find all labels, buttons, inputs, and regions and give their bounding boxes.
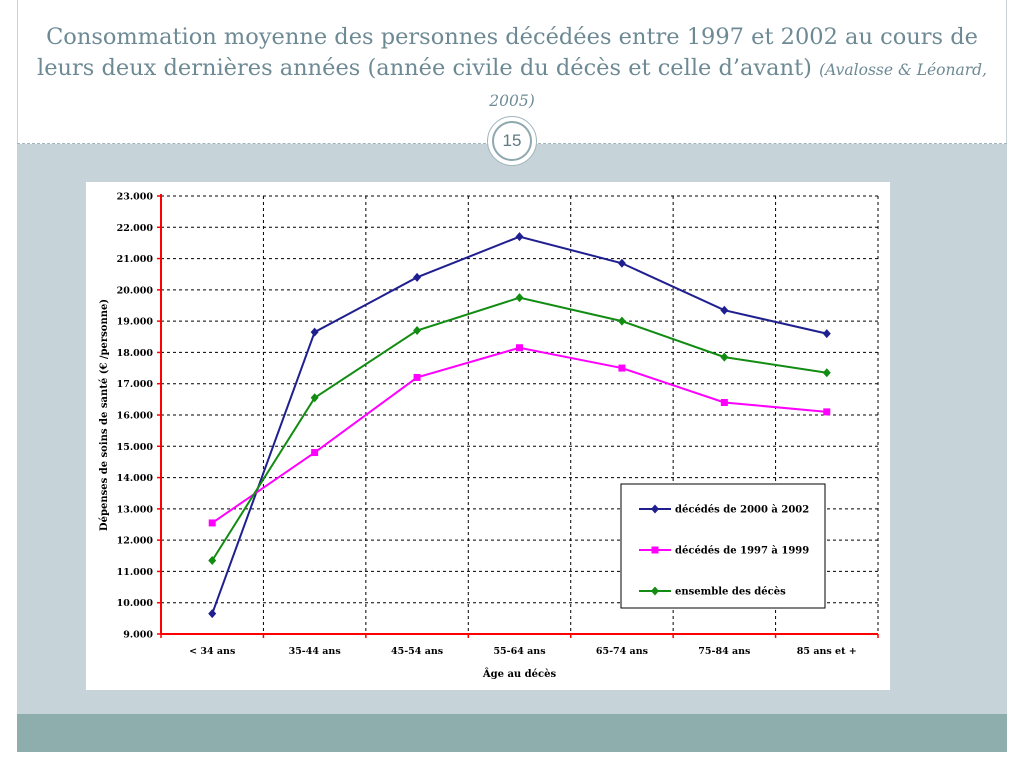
series-1-point xyxy=(413,272,422,282)
page-number: 15 xyxy=(492,121,532,161)
legend-label: décédés de 1997 à 1999 xyxy=(675,546,809,557)
series-2-point xyxy=(823,408,831,416)
series-2-point xyxy=(720,398,728,406)
y-tick-label: 23.000 xyxy=(117,192,154,203)
y-tick-label: 20.000 xyxy=(117,285,154,296)
x-tick-label: 75-84 ans xyxy=(698,646,750,657)
series-1-point xyxy=(720,305,729,315)
y-tick-label: 19.000 xyxy=(117,317,154,328)
y-axis-title: Dépenses de soins de santé (€ /personne) xyxy=(99,299,110,531)
x-tick-label: 55-64 ans xyxy=(493,646,545,657)
series-1-point xyxy=(822,329,831,339)
series-2-point xyxy=(208,519,216,527)
x-tick-label: 45-54 ans xyxy=(391,646,443,657)
chart-panel: 9.000 10.000 11.000 12.000 13.000 14.000 15.00… xyxy=(86,182,890,690)
x-tick-label: < 34 ans xyxy=(189,646,235,657)
series-3-point xyxy=(515,293,524,303)
x-tick-label: 65-74 ans xyxy=(596,646,648,657)
series-1-point xyxy=(515,232,524,242)
legend-swatch-marker xyxy=(651,546,659,554)
page-number-badge: 15 xyxy=(487,116,537,166)
y-tick-label: 10.000 xyxy=(117,598,154,609)
series-2-point xyxy=(413,373,421,381)
series-2-point xyxy=(516,344,523,352)
y-tick-label: 16.000 xyxy=(117,411,154,422)
slide-title-main: Consommation moyenne des personnes décéd… xyxy=(37,24,978,81)
series-3-point xyxy=(617,316,626,326)
series-1-point xyxy=(617,258,626,268)
y-tick-label: 21.000 xyxy=(117,254,154,265)
y-tick-label: 17.000 xyxy=(117,379,154,390)
series-1-point xyxy=(208,609,217,619)
y-tick-label: 11.000 xyxy=(117,567,154,578)
legend-label: décédés de 2000 à 2002 xyxy=(675,505,809,516)
y-tick-label: 9.000 xyxy=(123,630,153,641)
x-tick-label: 35-44 ans xyxy=(289,646,341,657)
y-tick-label: 14.000 xyxy=(117,473,154,484)
line-chart: 9.000 10.000 11.000 12.000 13.000 14.000 15.00… xyxy=(99,192,879,680)
slide-footer-band xyxy=(17,714,1007,752)
series-2-point xyxy=(618,364,626,372)
y-tick-label: 13.000 xyxy=(117,504,154,515)
y-tick-label: 18.000 xyxy=(117,348,154,359)
series-1-point xyxy=(310,327,319,337)
y-tick-label: 22.000 xyxy=(117,223,154,234)
series-3-point xyxy=(720,352,729,362)
series-2-point xyxy=(311,449,319,457)
y-tick-label: 12.000 xyxy=(117,536,154,547)
series-3-point xyxy=(822,368,831,378)
x-tick-label: 85 ans et + xyxy=(797,646,857,657)
series-3-point xyxy=(413,326,422,336)
y-tick-label: 15.000 xyxy=(117,442,154,453)
legend-swatch-marker xyxy=(651,586,659,596)
legend-swatch-marker xyxy=(651,504,659,514)
x-axis-title: Âge au décès xyxy=(482,668,557,680)
slide-title-citation: (Avalosse & Léonard, 2005) xyxy=(489,61,987,110)
legend-label: ensemble des décès xyxy=(675,587,786,598)
slide-title: Consommation moyenne des personnes décéd… xyxy=(30,22,994,115)
series-3-point xyxy=(310,393,319,403)
series-3-point xyxy=(208,555,217,565)
